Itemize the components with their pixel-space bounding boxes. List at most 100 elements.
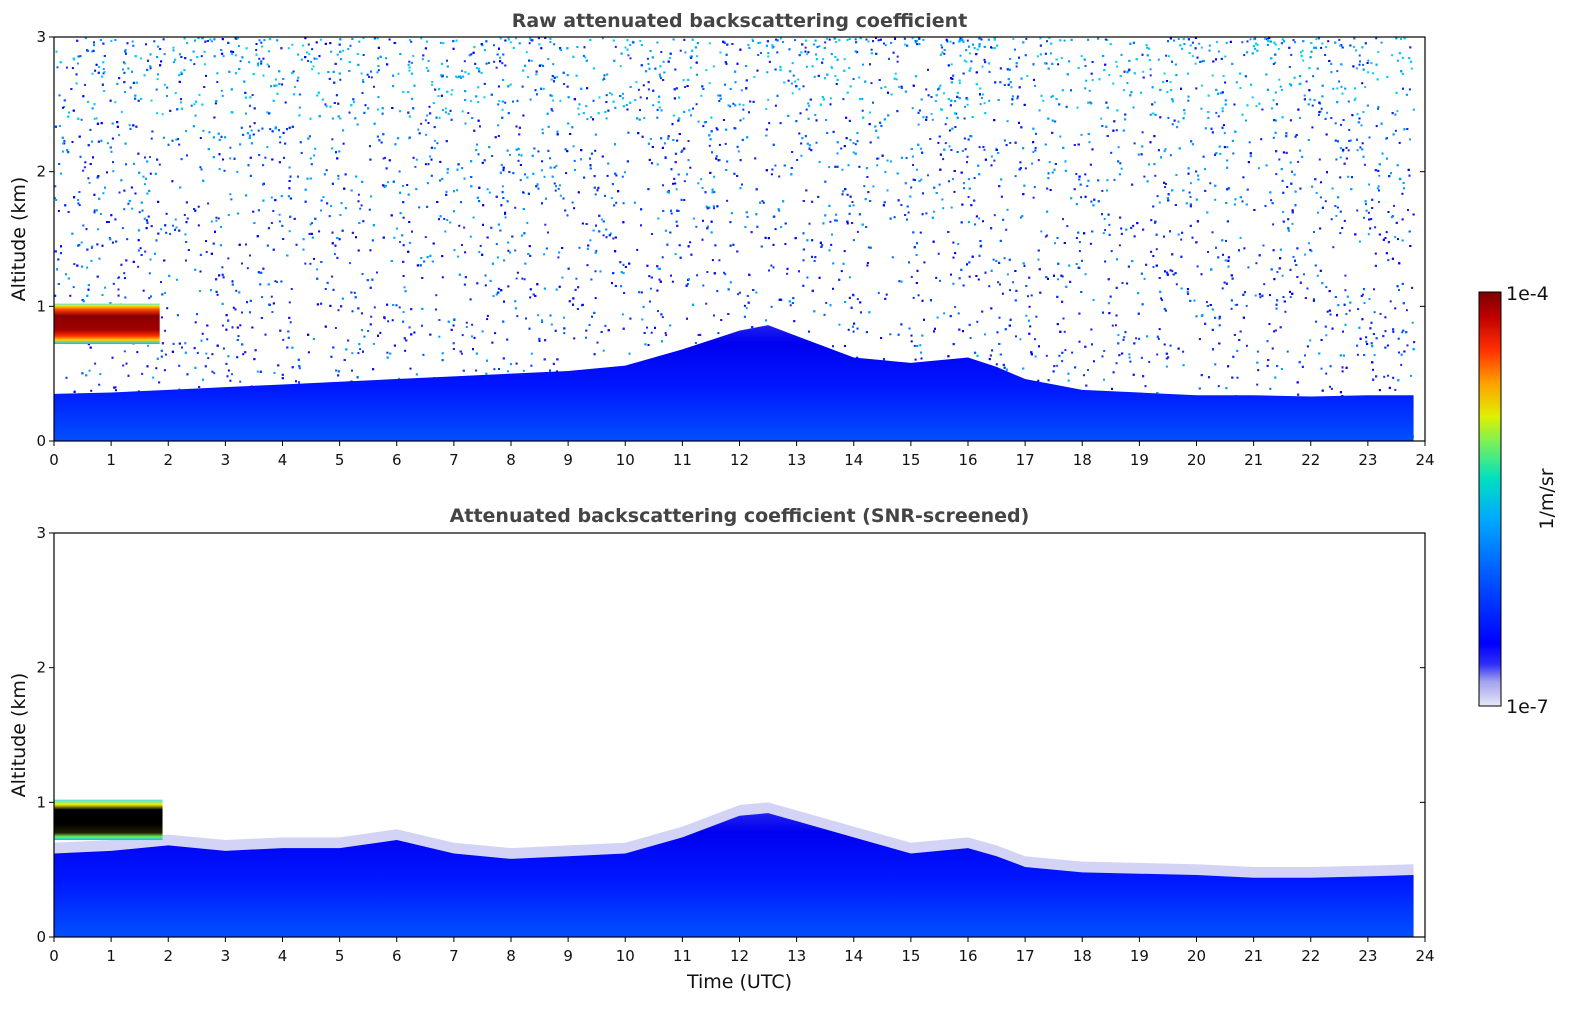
noise-pixel [391, 319, 394, 322]
noise-pixel [851, 201, 854, 203]
noise-pixel [1046, 40, 1048, 43]
noise-pixel [636, 248, 639, 251]
noise-pixel [852, 204, 855, 207]
noise-pixel [1013, 48, 1016, 51]
noise-pixel [1393, 204, 1395, 207]
noise-pixel [213, 372, 216, 375]
noise-pixel [289, 321, 292, 324]
noise-pixel [266, 63, 269, 66]
noise-pixel [1160, 297, 1163, 300]
noise-pixel [757, 54, 760, 56]
noise-pixel [258, 57, 261, 60]
noise-pixel [132, 44, 135, 47]
noise-pixel [641, 318, 644, 321]
noise-pixel [453, 249, 456, 252]
noise-pixel [334, 327, 337, 329]
noise-pixel [370, 195, 373, 198]
noise-pixel [778, 175, 781, 178]
noise-pixel [1243, 54, 1246, 57]
noise-pixel [429, 155, 432, 158]
noise-pixel [856, 327, 859, 330]
noise-pixel [1345, 313, 1348, 316]
noise-pixel [401, 185, 404, 187]
noise-pixel [1406, 344, 1409, 347]
noise-pixel [1254, 47, 1257, 50]
noise-pixel [738, 291, 741, 294]
noise-pixel [1325, 286, 1328, 289]
noise-pixel [923, 261, 926, 264]
noise-pixel [549, 314, 552, 317]
noise-pixel [1355, 67, 1358, 70]
noise-layer [54, 37, 1416, 441]
noise-pixel [649, 287, 652, 290]
noise-pixel [360, 72, 363, 75]
noise-pixel [549, 41, 552, 44]
noise-pixel [806, 53, 808, 56]
noise-pixel [272, 210, 275, 212]
noise-pixel [1338, 38, 1341, 41]
noise-pixel [766, 71, 769, 74]
noise-pixel [558, 184, 561, 187]
noise-pixel [1198, 42, 1201, 45]
noise-pixel [620, 285, 623, 288]
noise-pixel [446, 59, 448, 62]
noise-pixel [229, 193, 232, 196]
noise-pixel [804, 46, 807, 49]
noise-pixel [886, 189, 889, 192]
noise-pixel [594, 193, 597, 196]
noise-pixel [774, 104, 777, 107]
noise-pixel [274, 280, 277, 283]
noise-pixel [798, 132, 801, 135]
noise-pixel [667, 191, 670, 194]
noise-pixel [713, 175, 716, 178]
noise-pixel [418, 206, 421, 209]
noise-pixel [98, 383, 101, 386]
noise-pixel [1391, 54, 1394, 57]
noise-pixel [84, 37, 87, 40]
noise-pixel [700, 94, 703, 97]
noise-pixel [572, 145, 575, 148]
noise-pixel [702, 125, 705, 128]
noise-pixel [1225, 239, 1227, 242]
noise-pixel [166, 307, 169, 310]
noise-pixel [1113, 178, 1116, 181]
noise-pixel [815, 53, 817, 56]
noise-pixel [472, 216, 475, 219]
noise-pixel [1245, 344, 1248, 347]
noise-pixel [103, 90, 106, 92]
noise-pixel [357, 200, 360, 203]
noise-pixel [746, 215, 749, 218]
noise-pixel [507, 38, 510, 41]
noise-pixel [935, 276, 938, 279]
noise-pixel [205, 240, 207, 243]
noise-pixel [1207, 251, 1209, 253]
noise-pixel [847, 328, 850, 331]
noise-pixel [706, 271, 709, 273]
noise-pixel [1042, 99, 1045, 102]
noise-pixel [544, 223, 547, 226]
noise-pixel [1005, 144, 1008, 147]
noise-pixel [310, 60, 313, 63]
noise-pixel [509, 41, 512, 44]
noise-pixel [1270, 57, 1273, 59]
noise-pixel [575, 277, 578, 280]
noise-pixel [1353, 37, 1356, 40]
noise-pixel [828, 38, 831, 41]
noise-pixel [1044, 235, 1047, 238]
noise-pixel [358, 40, 361, 43]
noise-pixel [1400, 363, 1403, 366]
noise-pixel [1181, 47, 1184, 50]
noise-pixel [802, 85, 805, 88]
noise-pixel [249, 254, 251, 257]
noise-pixel [648, 275, 651, 278]
noise-pixel [768, 269, 770, 272]
noise-pixel [297, 76, 300, 79]
noise-pixel [960, 37, 963, 40]
noise-pixel [197, 205, 200, 208]
noise-pixel [1026, 74, 1029, 77]
noise-pixel [112, 161, 114, 164]
noise-pixel [624, 46, 627, 49]
noise-pixel [362, 54, 365, 56]
noise-pixel [1169, 81, 1172, 84]
noise-pixel [186, 154, 188, 157]
